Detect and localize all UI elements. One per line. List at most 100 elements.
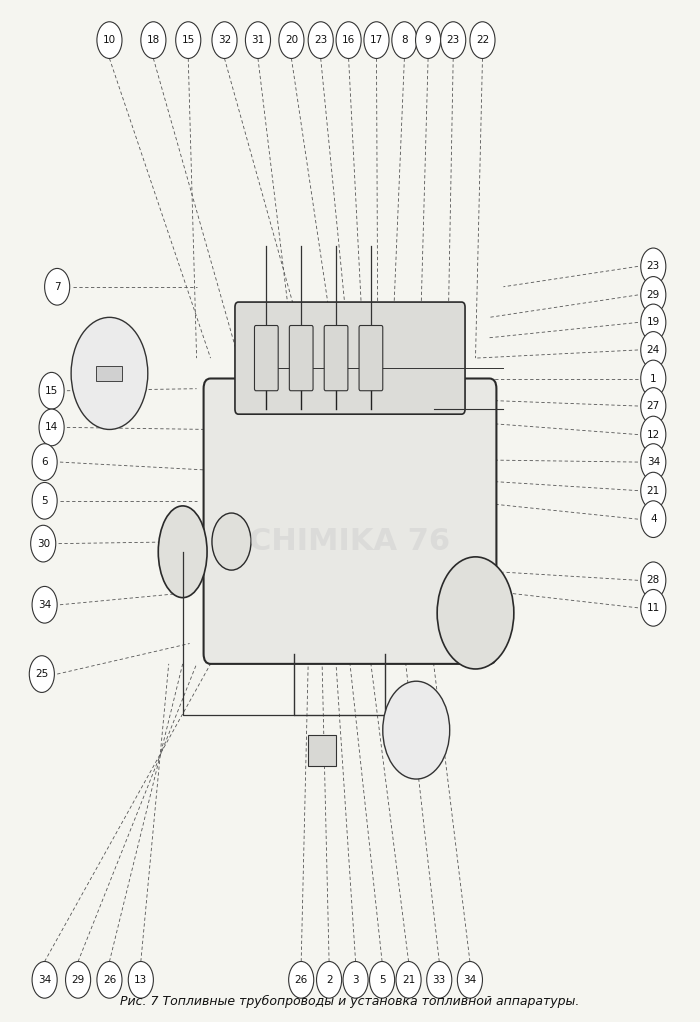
Text: 6: 6 (41, 457, 48, 467)
Text: 13: 13 (134, 975, 148, 985)
Circle shape (640, 416, 666, 453)
Text: 33: 33 (433, 975, 446, 985)
Circle shape (640, 444, 666, 480)
Circle shape (279, 21, 304, 58)
Text: 15: 15 (181, 35, 195, 45)
Text: 19: 19 (647, 318, 660, 327)
Text: 11: 11 (647, 603, 660, 613)
Circle shape (97, 21, 122, 58)
Text: Рис. 7 Топливные трубопроводы и установка топливной аппаратуры.: Рис. 7 Топливные трубопроводы и установк… (120, 995, 580, 1009)
Text: 28: 28 (647, 575, 660, 586)
Text: 1: 1 (650, 373, 657, 383)
Circle shape (212, 21, 237, 58)
Circle shape (39, 409, 64, 446)
Circle shape (383, 682, 449, 779)
Circle shape (246, 21, 270, 58)
Text: 22: 22 (476, 35, 489, 45)
Text: CHIMIKA 76: CHIMIKA 76 (249, 527, 451, 556)
Circle shape (416, 21, 440, 58)
Circle shape (45, 269, 70, 306)
Circle shape (308, 21, 333, 58)
Circle shape (438, 557, 514, 669)
Text: 23: 23 (647, 262, 660, 272)
Text: 34: 34 (38, 975, 51, 985)
Circle shape (32, 482, 57, 519)
Text: 34: 34 (647, 457, 660, 467)
Text: 5: 5 (41, 496, 48, 506)
Text: 18: 18 (147, 35, 160, 45)
Circle shape (640, 472, 666, 509)
Text: 21: 21 (647, 485, 660, 496)
Bar (308, 735, 336, 765)
Circle shape (427, 962, 452, 998)
Text: 27: 27 (647, 401, 660, 411)
Bar (95, 366, 122, 380)
Circle shape (440, 21, 466, 58)
Circle shape (640, 331, 666, 368)
Circle shape (176, 21, 201, 58)
Circle shape (31, 525, 56, 562)
Text: 9: 9 (425, 35, 431, 45)
Circle shape (29, 656, 55, 693)
Circle shape (141, 21, 166, 58)
Text: 34: 34 (38, 600, 51, 610)
Circle shape (32, 444, 57, 480)
Text: 2: 2 (326, 975, 332, 985)
Text: 34: 34 (463, 975, 477, 985)
Circle shape (32, 962, 57, 998)
Ellipse shape (158, 506, 207, 598)
Circle shape (128, 962, 153, 998)
Circle shape (39, 372, 64, 409)
Circle shape (32, 587, 57, 623)
Circle shape (640, 277, 666, 314)
Circle shape (470, 21, 495, 58)
Circle shape (396, 962, 421, 998)
Text: 10: 10 (103, 35, 116, 45)
Circle shape (640, 360, 666, 397)
FancyBboxPatch shape (255, 325, 278, 390)
Text: 3: 3 (352, 975, 359, 985)
Text: 15: 15 (45, 385, 58, 396)
Text: 29: 29 (647, 290, 660, 299)
FancyBboxPatch shape (204, 378, 496, 664)
Text: 24: 24 (647, 345, 660, 355)
Circle shape (336, 21, 361, 58)
Text: 7: 7 (54, 282, 60, 291)
Circle shape (640, 248, 666, 285)
Circle shape (343, 962, 368, 998)
Circle shape (640, 387, 666, 424)
Text: 14: 14 (45, 422, 58, 432)
Text: 17: 17 (370, 35, 383, 45)
Text: 25: 25 (35, 669, 48, 679)
FancyBboxPatch shape (324, 325, 348, 390)
Circle shape (316, 962, 342, 998)
Circle shape (392, 21, 417, 58)
Text: 30: 30 (36, 539, 50, 549)
Circle shape (640, 562, 666, 599)
FancyBboxPatch shape (289, 325, 313, 390)
Text: 23: 23 (447, 35, 460, 45)
Circle shape (288, 962, 314, 998)
Circle shape (71, 318, 148, 429)
Text: 12: 12 (647, 429, 660, 439)
Text: 5: 5 (379, 975, 386, 985)
Text: 32: 32 (218, 35, 231, 45)
FancyBboxPatch shape (359, 325, 383, 390)
Text: 16: 16 (342, 35, 355, 45)
Circle shape (97, 962, 122, 998)
Circle shape (66, 962, 90, 998)
Text: 20: 20 (285, 35, 298, 45)
Text: 8: 8 (401, 35, 407, 45)
Circle shape (370, 962, 395, 998)
Text: 4: 4 (650, 514, 657, 524)
Circle shape (640, 305, 666, 340)
Text: 21: 21 (402, 975, 415, 985)
Circle shape (364, 21, 389, 58)
Text: 26: 26 (295, 975, 308, 985)
Circle shape (640, 590, 666, 626)
Circle shape (457, 962, 482, 998)
Text: 26: 26 (103, 975, 116, 985)
FancyBboxPatch shape (235, 303, 465, 414)
Circle shape (640, 501, 666, 538)
Circle shape (212, 513, 251, 570)
